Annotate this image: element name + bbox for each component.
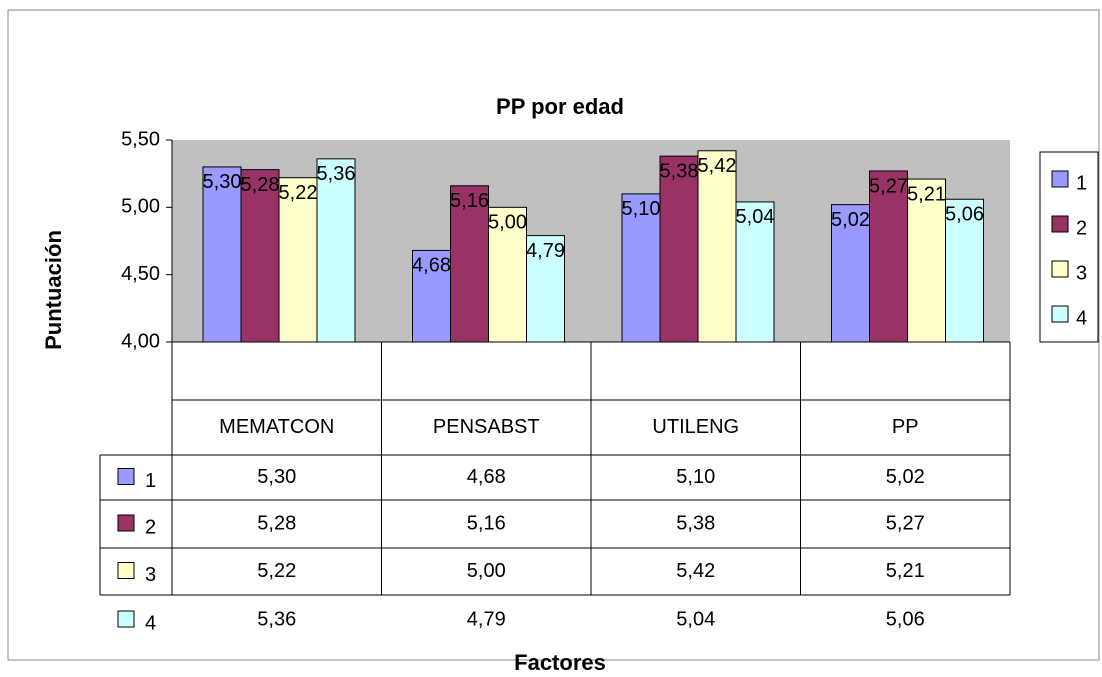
table-legend-key	[117, 468, 135, 485]
table-cell: 5,00	[467, 560, 506, 582]
table-legend-key	[117, 514, 135, 532]
table-cell: 5,27	[886, 512, 925, 534]
data-label: 5,30	[203, 171, 242, 193]
table-row-label: 3	[145, 564, 156, 586]
table-cell: 5,04	[676, 608, 715, 630]
bar	[697, 150, 737, 343]
bar	[450, 185, 489, 343]
table-header: MEMATCON	[219, 416, 334, 438]
table-cell: 5,10	[676, 466, 715, 488]
bar	[202, 166, 242, 343]
table-header: PENSABST	[433, 416, 540, 438]
data-label: 5,21	[907, 183, 946, 205]
table-cell: 4,79	[467, 608, 506, 630]
table-cell: 5,22	[257, 560, 296, 582]
data-label: 5,42	[698, 155, 737, 177]
data-label: 5,36	[317, 163, 356, 185]
y-axis-label: Puntuación	[41, 230, 66, 350]
table-cell: 5,42	[676, 560, 715, 582]
legend-key	[1051, 305, 1069, 323]
y-tick-label: 5,50	[121, 128, 160, 150]
data-label: 5,22	[279, 182, 318, 204]
legend-key	[1051, 215, 1069, 233]
data-label: 5,06	[945, 204, 984, 226]
table-legend-key	[117, 562, 135, 579]
data-label: 4,68	[412, 255, 451, 277]
table-row-label: 2	[145, 516, 156, 538]
table-cell: 5,02	[886, 466, 925, 488]
table-row-label: 4	[145, 612, 156, 634]
legend-label: 1	[1076, 172, 1087, 194]
data-label: 5,38	[660, 160, 699, 182]
table-cell: 4,68	[467, 466, 506, 488]
bar	[240, 169, 280, 343]
y-tick-label: 4,00	[121, 330, 160, 352]
legend-label: 2	[1076, 217, 1087, 239]
bar	[526, 235, 565, 343]
bar	[907, 178, 946, 343]
table-cell: 5,16	[467, 512, 506, 534]
data-label: 5,04	[736, 206, 775, 228]
bar	[659, 155, 699, 343]
bar	[869, 170, 908, 343]
data-label: 4,79	[526, 240, 565, 262]
table-cell: 5,28	[257, 512, 296, 534]
table-cell: 5,36	[257, 608, 296, 630]
table-header: UTILENG	[652, 416, 739, 438]
bar	[316, 158, 356, 343]
y-tick-label: 4,50	[121, 263, 160, 285]
legend-key	[1051, 170, 1069, 188]
bar	[945, 198, 984, 343]
data-label: 5,16	[450, 190, 489, 212]
table-cell: 5,38	[676, 512, 715, 534]
table-cell: 5,21	[886, 560, 925, 582]
data-label: 5,27	[869, 175, 908, 197]
legend-label: 4	[1076, 307, 1087, 329]
table-row-label: 1	[145, 470, 156, 492]
legend-box	[1039, 151, 1099, 343]
legend-label: 3	[1076, 262, 1087, 284]
data-label: 5,02	[831, 209, 870, 231]
legend-key	[1051, 260, 1069, 278]
table-cell: 5,30	[257, 466, 296, 488]
table-legend-key	[117, 610, 135, 628]
table-cell: 5,06	[886, 608, 925, 630]
chart-title: PP por edad	[496, 94, 624, 119]
y-tick-label: 5,00	[121, 196, 160, 218]
data-label: 5,10	[622, 198, 661, 220]
data-label: 5,28	[241, 174, 280, 196]
table-header: PP	[892, 416, 919, 438]
x-axis-label: Factores	[514, 650, 606, 675]
data-label: 5,00	[488, 212, 527, 234]
